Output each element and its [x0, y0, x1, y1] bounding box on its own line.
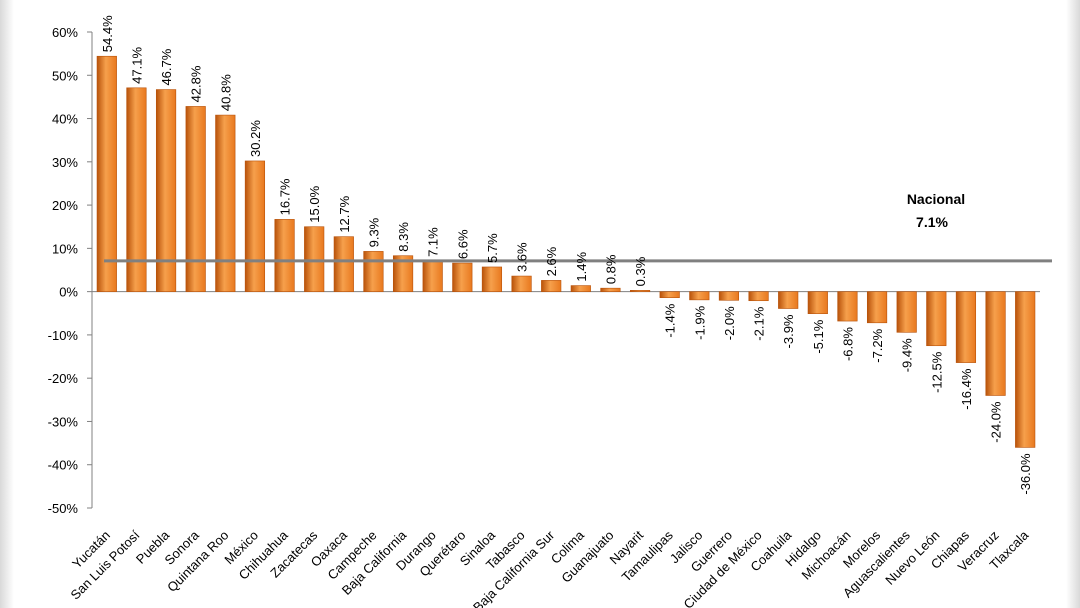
- bar: [748, 291, 769, 302]
- data-label: -12.5%: [929, 351, 944, 393]
- data-label: 46.7%: [159, 48, 174, 85]
- y-tick-label: -40%: [48, 458, 79, 473]
- bar: [392, 255, 414, 292]
- data-label: 8.3%: [396, 222, 411, 252]
- bar: [481, 266, 503, 292]
- bar: [896, 291, 917, 333]
- data-label: 7.1%: [426, 227, 441, 257]
- bar: [600, 287, 621, 292]
- y-tick-label: 40%: [52, 112, 78, 127]
- data-label: -2.1%: [752, 306, 767, 340]
- data-label: -5.1%: [811, 319, 826, 353]
- bar: [955, 291, 977, 363]
- data-label: -1.9%: [692, 305, 707, 339]
- bar: [866, 291, 888, 324]
- data-label: -36.0%: [1018, 453, 1033, 495]
- data-label: -6.8%: [840, 327, 855, 361]
- y-tick-label: 0%: [59, 285, 78, 300]
- data-label: 16.7%: [278, 178, 293, 215]
- bar: [215, 114, 236, 292]
- data-label: -7.2%: [870, 328, 885, 362]
- data-label: -1.4%: [663, 303, 678, 337]
- data-label: 2.6%: [544, 246, 559, 276]
- data-label: 30.2%: [248, 120, 263, 157]
- bar: [629, 290, 651, 292]
- reference-line-name: Nacional: [907, 191, 965, 207]
- bar: [807, 291, 828, 315]
- bar: [511, 275, 532, 292]
- bar: [274, 219, 295, 292]
- bar: [837, 291, 858, 322]
- y-tick-label: -20%: [48, 371, 79, 386]
- data-label: -24.0%: [989, 401, 1004, 443]
- data-label: 12.7%: [337, 195, 352, 232]
- bar: [185, 106, 206, 292]
- y-tick-label: -10%: [48, 328, 79, 343]
- bar: [985, 291, 1006, 396]
- bar: [155, 89, 177, 292]
- y-tick-label: -50%: [48, 501, 79, 516]
- data-label: 0.8%: [603, 254, 618, 284]
- data-label: -9.4%: [900, 338, 915, 372]
- bar: [926, 291, 947, 347]
- frame-edge-right: [1066, 0, 1080, 608]
- bar: [422, 260, 443, 292]
- y-tick-label: 20%: [52, 198, 78, 213]
- bar: [126, 87, 147, 292]
- data-label: 47.1%: [129, 47, 144, 84]
- bar: [570, 285, 591, 292]
- bar: [304, 226, 325, 292]
- data-label: 40.8%: [218, 74, 233, 111]
- bar: [778, 291, 799, 309]
- y-tick-label: -30%: [48, 414, 79, 429]
- bar: [363, 251, 384, 292]
- data-label: -16.4%: [959, 368, 974, 410]
- data-label: 15.0%: [307, 185, 322, 222]
- data-label: 54.4%: [100, 15, 115, 52]
- bar: [333, 236, 354, 292]
- data-label: -3.9%: [781, 314, 796, 348]
- bar: [1015, 291, 1036, 448]
- y-tick-label: 60%: [52, 25, 78, 40]
- data-label: 6.6%: [455, 229, 470, 259]
- data-label: 1.4%: [574, 252, 589, 282]
- bar: [96, 55, 117, 292]
- data-label: 42.8%: [189, 65, 204, 102]
- data-label: 5.7%: [485, 233, 500, 263]
- y-tick-label: 10%: [52, 241, 78, 256]
- bar: [689, 291, 710, 301]
- data-labels: 54.4% 47.1% 46.7% 42.8% 40.8% 30.2% 16.7% 15.0%…: [100, 15, 1033, 495]
- bar: [659, 291, 680, 298]
- y-tick-label: 30%: [52, 155, 78, 170]
- data-label: 3.6%: [515, 242, 530, 272]
- bar: [541, 280, 562, 292]
- bar: [452, 262, 473, 292]
- data-label: 0.3%: [633, 256, 648, 286]
- bar-series: [96, 55, 1036, 448]
- frame-edge-left: [0, 0, 14, 608]
- bar: [244, 160, 266, 292]
- reference-line-value: 7.1%: [916, 214, 948, 230]
- y-tick-label: 50%: [52, 68, 78, 83]
- data-label: 9.3%: [366, 217, 381, 247]
- bar: [718, 291, 740, 301]
- data-label: -2.0%: [722, 306, 737, 340]
- reference-line-group: Nacional 7.1%: [104, 191, 1052, 263]
